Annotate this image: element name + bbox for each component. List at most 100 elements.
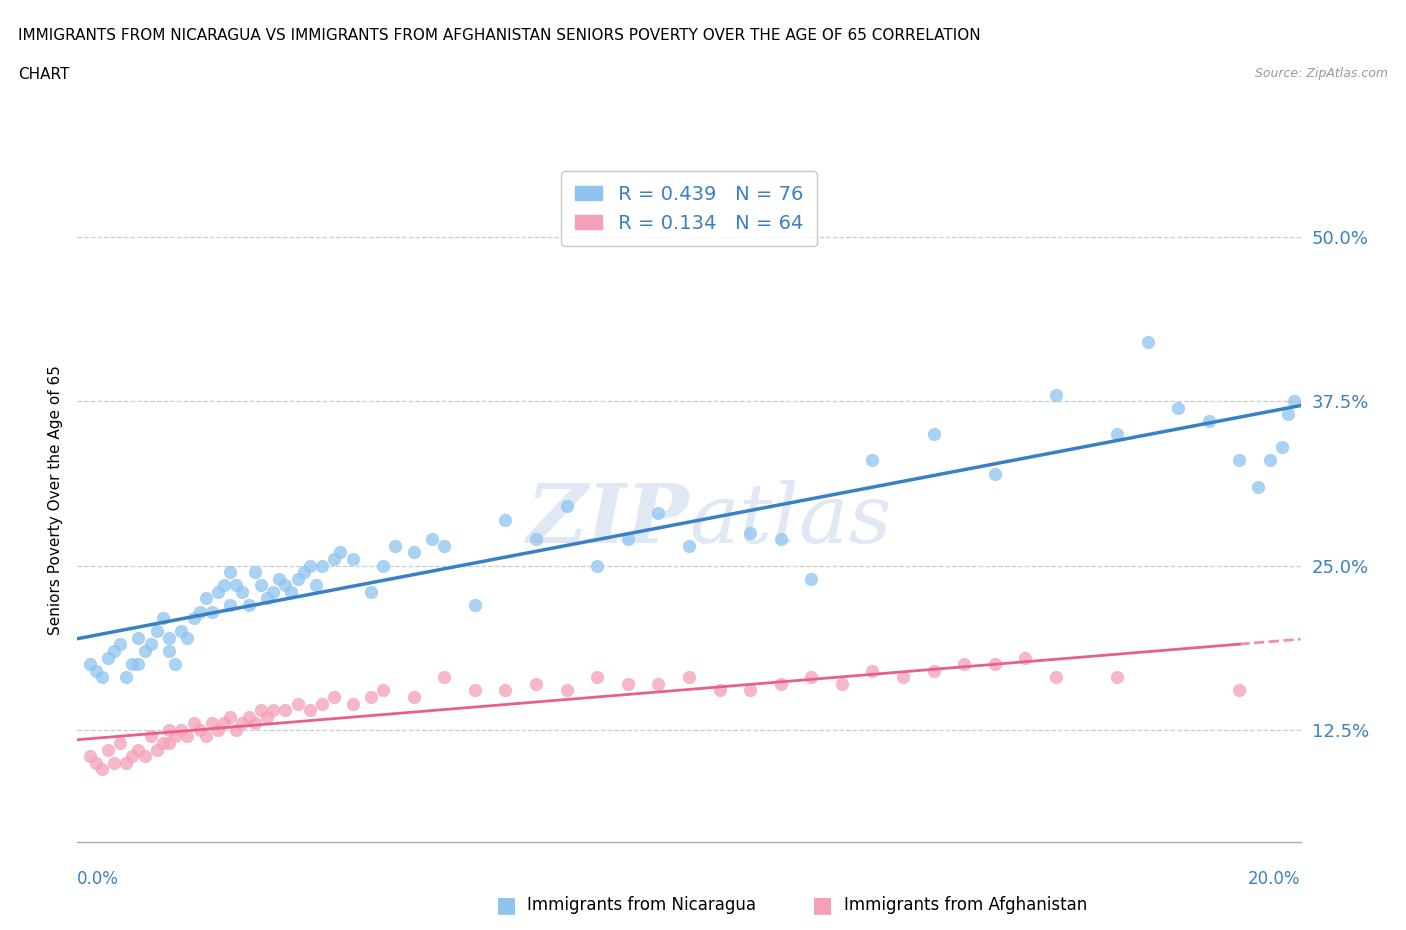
Point xyxy=(115,670,138,684)
Point xyxy=(831,676,853,691)
Point xyxy=(212,716,235,731)
Point xyxy=(127,742,149,757)
Point xyxy=(323,551,346,566)
Point xyxy=(464,598,486,613)
Text: CHART: CHART xyxy=(18,67,70,82)
Point xyxy=(152,736,174,751)
Point xyxy=(225,578,247,592)
Point xyxy=(176,729,198,744)
Point xyxy=(103,644,125,658)
Point xyxy=(292,565,315,579)
Text: atlas: atlas xyxy=(689,481,891,561)
Point xyxy=(617,532,640,547)
Point xyxy=(201,716,224,731)
Point xyxy=(188,723,211,737)
Point xyxy=(433,670,456,684)
Point xyxy=(311,697,333,711)
Point xyxy=(157,644,180,658)
Point xyxy=(800,670,823,684)
Point xyxy=(115,755,138,770)
Point xyxy=(250,703,273,718)
Point xyxy=(617,676,640,691)
Text: Immigrants from Nicaragua: Immigrants from Nicaragua xyxy=(527,896,756,914)
Point xyxy=(108,736,131,751)
Point xyxy=(134,749,156,764)
Point xyxy=(647,676,669,691)
Point xyxy=(176,631,198,645)
Point xyxy=(305,578,328,592)
Point xyxy=(212,578,235,592)
Point xyxy=(769,532,792,547)
Point xyxy=(862,453,884,468)
Point xyxy=(97,742,120,757)
Point xyxy=(139,729,162,744)
Point xyxy=(495,683,517,698)
Point xyxy=(1229,683,1251,698)
Text: IMMIGRANTS FROM NICARAGUA VS IMMIGRANTS FROM AFGHANISTAN SENIORS POVERTY OVER TH: IMMIGRANTS FROM NICARAGUA VS IMMIGRANTS … xyxy=(18,28,981,43)
Point xyxy=(250,578,273,592)
Point xyxy=(219,565,242,579)
Point xyxy=(360,690,382,705)
Point xyxy=(90,762,112,777)
Point xyxy=(323,690,346,705)
Point xyxy=(146,742,169,757)
Point xyxy=(342,551,364,566)
Point xyxy=(433,538,456,553)
Point xyxy=(146,624,169,639)
Text: ■: ■ xyxy=(496,895,516,915)
Point xyxy=(103,755,125,770)
Point xyxy=(800,571,823,586)
Point xyxy=(262,584,284,599)
Point xyxy=(127,631,149,645)
Point xyxy=(207,723,229,737)
Point xyxy=(127,657,149,671)
Point xyxy=(984,466,1007,481)
Point xyxy=(371,558,394,573)
Point xyxy=(1258,453,1281,468)
Point xyxy=(262,703,284,718)
Point xyxy=(170,723,193,737)
Point xyxy=(953,657,976,671)
Point xyxy=(219,710,242,724)
Point xyxy=(1014,650,1036,665)
Point xyxy=(1198,414,1220,429)
Point xyxy=(1045,670,1067,684)
Point xyxy=(402,545,425,560)
Point xyxy=(157,631,180,645)
Point xyxy=(188,604,211,619)
Point xyxy=(1284,393,1306,408)
Point xyxy=(183,716,205,731)
Point xyxy=(157,723,180,737)
Point xyxy=(152,611,174,626)
Point xyxy=(342,697,364,711)
Point xyxy=(371,683,394,698)
Point xyxy=(108,637,131,652)
Point xyxy=(170,624,193,639)
Point xyxy=(360,584,382,599)
Point xyxy=(121,749,143,764)
Point xyxy=(769,676,792,691)
Point xyxy=(740,525,762,540)
Point xyxy=(238,598,260,613)
Point xyxy=(329,545,352,560)
Point xyxy=(555,683,578,698)
Point xyxy=(1229,453,1251,468)
Point xyxy=(678,670,700,684)
Point xyxy=(165,657,187,671)
Point xyxy=(586,558,609,573)
Point xyxy=(402,690,425,705)
Point xyxy=(79,749,101,764)
Point xyxy=(1247,479,1270,494)
Point xyxy=(97,650,120,665)
Point xyxy=(90,670,112,684)
Point xyxy=(740,683,762,698)
Point xyxy=(274,578,297,592)
Point xyxy=(555,499,578,514)
Point xyxy=(1167,401,1189,416)
Point xyxy=(256,591,278,606)
Point xyxy=(79,657,101,671)
Point xyxy=(269,571,291,586)
Point xyxy=(84,755,107,770)
Point xyxy=(1045,387,1067,402)
Point xyxy=(984,657,1007,671)
